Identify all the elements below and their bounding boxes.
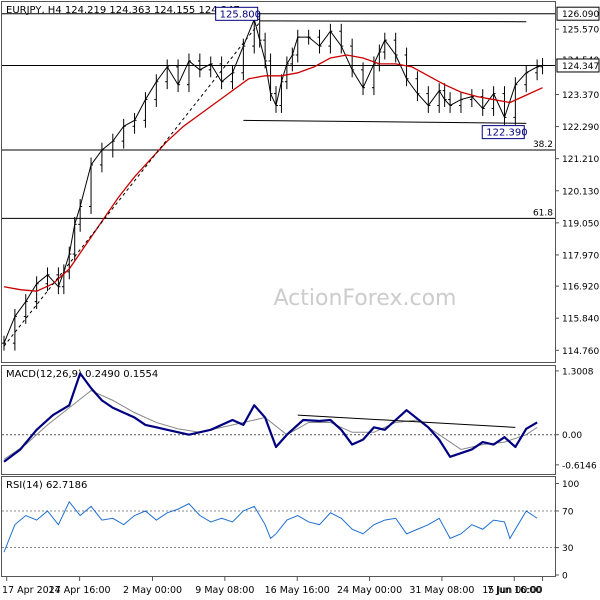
fib-38-label: 38.2 xyxy=(533,140,553,150)
lower-channel-line xyxy=(243,119,527,124)
x-tick-label: 9 May 08:00 xyxy=(195,585,254,596)
x-tick-label: 17 Apr 2017 xyxy=(2,585,61,596)
upper-channel-line xyxy=(259,20,527,23)
last-price-label-box xyxy=(556,58,600,73)
price-y-tick-label: 125.570 xyxy=(562,26,599,36)
rsi-y-tick-label: 100 xyxy=(562,480,579,490)
price-y-tick-label: 119.050 xyxy=(562,219,599,229)
x-tick-label: 16 May 16:00 xyxy=(265,585,330,596)
dashed-trend-line xyxy=(3,22,261,347)
x-tick-label: 7 Jun 16:00 xyxy=(487,585,541,596)
macd-y-tick-label: 1.3008 xyxy=(562,367,594,377)
resistance-price-label-box xyxy=(556,6,600,21)
rsi-y-tick-label: 70 xyxy=(562,507,574,517)
price-annotations: 125.800 122.390 xyxy=(3,6,528,347)
x-tick-label: 15 Jun 00:00 xyxy=(482,585,542,596)
swing-low-label-box xyxy=(481,125,525,140)
macd-y-tick-label: -0.6146 xyxy=(562,461,597,471)
price-y-tick-label: 120.130 xyxy=(562,187,599,197)
price-y-axis: 125.570124.540123.370122.290121.210120.1… xyxy=(555,6,600,357)
price-y-tick-label: 116.920 xyxy=(562,283,599,293)
macd-y-tick-label: 0.00 xyxy=(562,431,582,441)
swing-low-label: 122.390 xyxy=(486,128,527,139)
price-y-tick-label: 121.210 xyxy=(562,155,599,165)
price-panel-frame xyxy=(1,1,556,363)
rsi-panel-frame xyxy=(1,476,556,577)
price-levels: 38.2 61.8 xyxy=(2,13,555,219)
price-y-tick-label: 123.370 xyxy=(562,91,599,101)
rsi-layer: 100 70 30 0 xyxy=(2,480,579,582)
swing-high-label-box xyxy=(215,6,259,21)
price-y-tick-label: 117.970 xyxy=(562,251,599,261)
rsi-y-tick-label: 30 xyxy=(562,544,574,554)
macd-line xyxy=(3,372,538,463)
moving-average-line xyxy=(3,54,543,292)
last-price-label: 124.347 xyxy=(562,62,599,72)
rsi-y-tick-label: 0 xyxy=(562,572,568,582)
price-title-bg xyxy=(3,3,213,16)
macd-layer: 1.3008 0.00 -0.6146 xyxy=(2,367,597,471)
watermark: ActionForex.com xyxy=(274,286,457,311)
price-title: EURJPY, H4 124.219 124.363 124.155 124.3… xyxy=(6,5,240,16)
rsi-title: RSI(14) 62.7186 xyxy=(6,480,87,491)
swing-high-label: 125.800 xyxy=(220,9,261,20)
x-tick-label: 2 May 00:00 xyxy=(123,585,182,596)
fib-61-label: 61.8 xyxy=(533,208,553,218)
price-y-tick-label: 114.760 xyxy=(562,347,599,357)
price-y-tick-label: 122.290 xyxy=(562,123,599,133)
macd-trend-line xyxy=(297,414,516,428)
macd-title-bg xyxy=(3,367,163,380)
x-tick-label: 24 May 00:00 xyxy=(337,585,402,596)
rsi-line xyxy=(3,500,538,553)
price-y-tick-label: 115.840 xyxy=(562,315,599,325)
macd-panel-frame xyxy=(1,365,556,475)
resistance-price-label: 126.090 xyxy=(562,10,599,20)
close-series-line xyxy=(3,17,543,344)
x-tick-label: 24 Apr 16:00 xyxy=(49,585,111,596)
macd-signal-line xyxy=(3,389,538,460)
x-tick-label: 31 May 08:00 xyxy=(409,585,474,596)
